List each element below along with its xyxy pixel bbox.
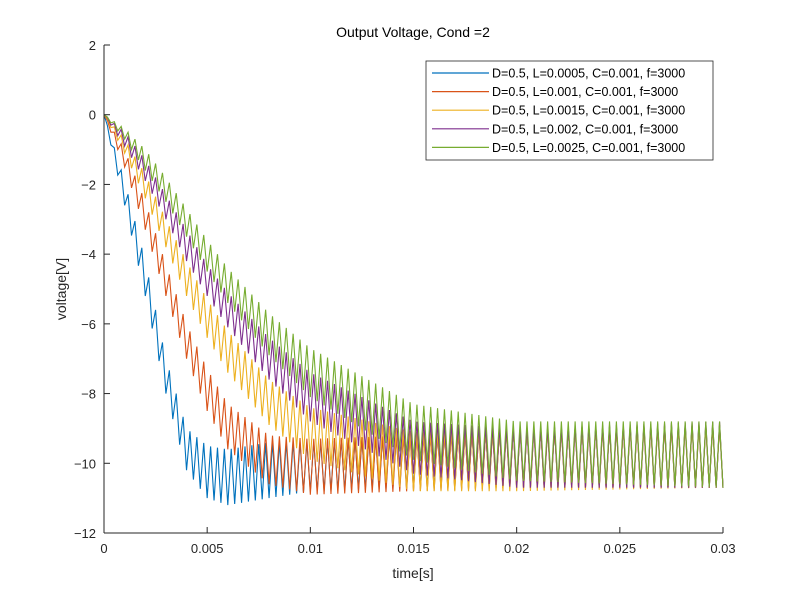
x-tick-label: 0.02 <box>504 541 529 556</box>
x-tick-label: 0.005 <box>191 541 224 556</box>
legend-entry-3: D=0.5, L=0.0015, C=0.001, f=3000 <box>492 104 685 118</box>
x-tick-label: 0.03 <box>710 541 735 556</box>
legend: D=0.5, L=0.0005, C=0.001, f=3000 D=0.5, L… <box>425 60 714 161</box>
legend-entry-2: D=0.5, L=0.001, C=0.001, f=3000 <box>492 85 678 99</box>
axes: 0 0.005 0.01 0.015 0.02 0.025 0.03 2 0 −2 −4 −6 −8 −1… <box>74 38 736 556</box>
x-tick-label: 0.015 <box>397 541 430 556</box>
legend-entry-5: D=0.5, L=0.0025, C=0.001, f=3000 <box>492 141 685 155</box>
y-tick-label: −2 <box>81 177 96 192</box>
series-line-5 <box>104 114 724 488</box>
x-tick-label: 0.01 <box>298 541 323 556</box>
y-tick-label: 0 <box>89 108 96 123</box>
series-line-3 <box>104 114 724 492</box>
plot-lines <box>104 114 724 506</box>
y-axis-label: voltage[V] <box>53 258 69 320</box>
x-axis-label: time[s] <box>392 565 433 581</box>
y-tick-label: −6 <box>81 317 96 332</box>
y-tick-label: 2 <box>89 38 96 53</box>
x-tick-label: 0 <box>100 541 107 556</box>
legend-entry-4: D=0.5, L=0.002, C=0.001, f=3000 <box>492 122 678 136</box>
y-tick-label: −10 <box>74 456 96 471</box>
series-line-4 <box>104 114 724 488</box>
chart-title: Output Voltage, Cond =2 <box>336 24 490 40</box>
y-tick-label: −4 <box>81 247 96 262</box>
y-tick-label: −12 <box>74 526 96 541</box>
legend-entry-1: D=0.5, L=0.0005, C=0.001, f=3000 <box>492 67 685 81</box>
y-tick-label: −8 <box>81 387 96 402</box>
x-tick-label: 0.025 <box>604 541 637 556</box>
